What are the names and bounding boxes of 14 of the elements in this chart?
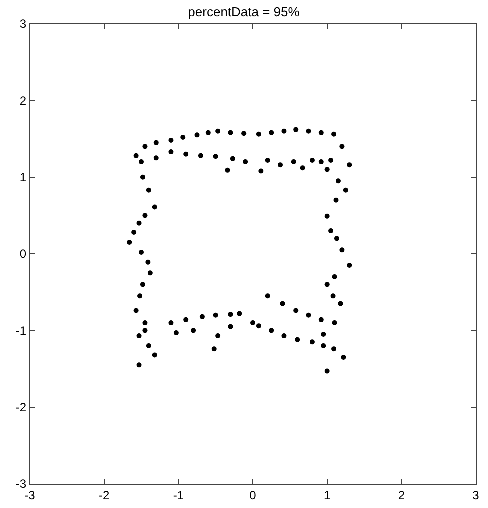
y-tick-label: -2 xyxy=(16,400,27,415)
y-tick-label: -3 xyxy=(16,477,27,492)
y-tick-label: 3 xyxy=(20,17,27,32)
y-tick-label: 1 xyxy=(20,170,27,185)
x-tick-label: 1 xyxy=(324,488,331,502)
y-tick-label: -1 xyxy=(16,324,27,338)
y-tick-label: 2 xyxy=(20,94,27,108)
x-tick-label: -1 xyxy=(173,488,184,502)
x-tick-label: 2 xyxy=(398,488,406,502)
x-tick-label: -2 xyxy=(98,488,110,502)
chart-title: percentData = 95% xyxy=(188,4,300,20)
x-tick-label: 3 xyxy=(472,488,480,502)
y-tick-label: 0 xyxy=(20,247,27,262)
x-tick-label: 0 xyxy=(250,488,257,502)
